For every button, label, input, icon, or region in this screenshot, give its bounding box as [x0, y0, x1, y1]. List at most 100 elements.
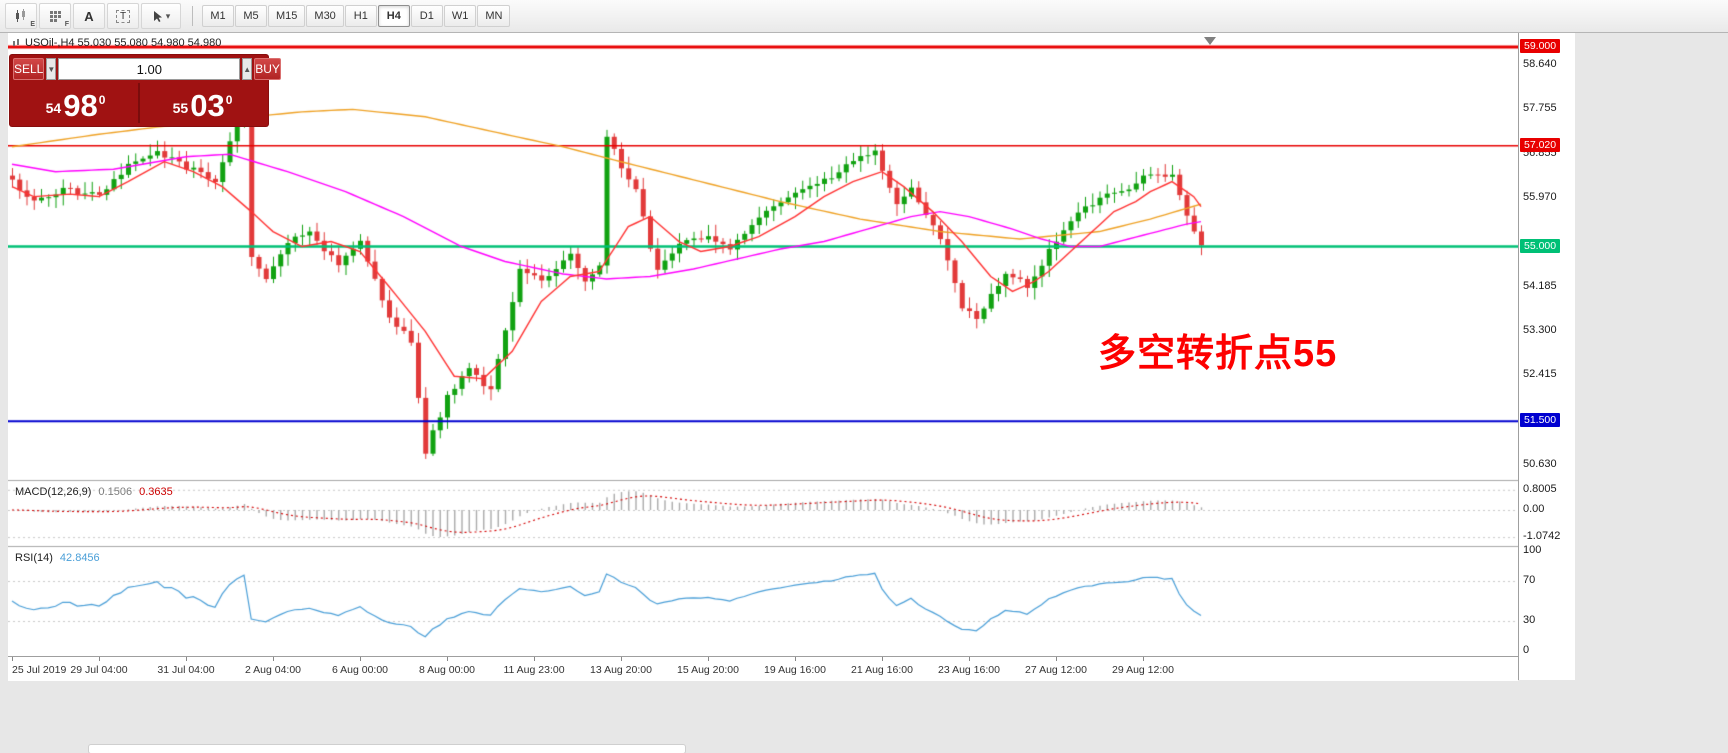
volume-decrease-button[interactable]: ▼ — [46, 58, 57, 80]
text-box-icon[interactable]: T — [107, 3, 139, 29]
price-scale-label: 53.300 — [1523, 324, 1557, 337]
volume-input[interactable] — [58, 58, 241, 80]
time-axis-tick — [99, 657, 100, 661]
sell-price[interactable]: 54 98 0 — [13, 83, 138, 123]
time-axis-tick — [795, 657, 796, 661]
time-axis-tick — [621, 657, 622, 661]
candlestick-glyph — [16, 9, 25, 22]
time-axis-tick — [186, 657, 187, 661]
symbol-icon — [13, 38, 19, 46]
time-axis-label: 25 Jul 2019 — [12, 664, 67, 676]
rsi-scale-label: 100 — [1523, 544, 1542, 556]
timeframe-bar: M1 M5 M15 M30 H1 H4 D1 W1 MN — [202, 5, 511, 27]
price-scale-label: 50.630 — [1523, 457, 1557, 470]
price-scale-label: 54.185 — [1523, 280, 1557, 293]
macd-label: MACD(12,26,9) — [15, 486, 92, 498]
timeframe-w1[interactable]: W1 — [443, 5, 477, 27]
letter-a-glyph: A — [84, 8, 94, 24]
macd-scale-label: 0.00 — [1523, 503, 1545, 515]
price-divider — [138, 83, 140, 123]
timeframe-m15[interactable]: M15 — [268, 5, 306, 27]
price-scale-label: 52.415 — [1523, 368, 1557, 381]
time-axis-label: 29 Aug 12:00 — [1112, 664, 1174, 676]
rsi-label: RSI(14) — [15, 552, 53, 564]
annotation-a-icon[interactable]: A — [73, 3, 105, 29]
price-axis[interactable]: 58.640 57.755 56.855 55.970 54.185 53.300 52.4… — [1518, 33, 1575, 680]
price-chart-canvas[interactable] — [8, 33, 1518, 656]
time-axis-tick — [534, 657, 535, 661]
symbol-ohlc-text: USOil-,H4 55.030 55.080 54.980 54.980 — [25, 37, 222, 49]
buy-price-pips: 03 — [190, 88, 225, 123]
timeframe-h4[interactable]: H4 — [377, 5, 410, 27]
sell-price-int: 54 — [45, 100, 62, 116]
rsi-scale-label: 0 — [1523, 644, 1530, 656]
price-level-badge: 57.020 — [1520, 137, 1561, 152]
time-axis-tick — [882, 657, 883, 661]
timeframe-d1[interactable]: D1 — [410, 5, 443, 27]
time-axis-label: 13 Aug 20:00 — [590, 664, 652, 676]
time-axis-label: 27 Aug 12:00 — [1025, 664, 1087, 676]
price-scale-label: 55.970 — [1523, 191, 1557, 204]
timeframe-m30[interactable]: M30 — [306, 5, 344, 27]
grid-glyph — [49, 10, 61, 22]
rsi-scale-label: 30 — [1523, 614, 1536, 626]
time-axis-label: 23 Aug 16:00 — [938, 664, 1000, 676]
buy-button[interactable]: BUY — [254, 58, 281, 80]
price-scale-label: 57.755 — [1523, 102, 1557, 115]
chevron-down-icon: ▾ — [165, 10, 171, 21]
one-click-trading-panel: SELL ▼ ▲ BUY 54 98 0 55 03 0 — [10, 55, 281, 126]
price-scale-label: 58.640 — [1523, 57, 1557, 70]
time-axis-label: 11 Aug 23:00 — [503, 664, 565, 676]
timeframe-m5[interactable]: M5 — [235, 5, 267, 27]
time-axis-tick — [1056, 657, 1057, 661]
timeframe-m1[interactable]: M1 — [202, 5, 234, 27]
buy-price-frac: 0 — [225, 93, 233, 107]
time-axis-tick — [12, 657, 13, 661]
rsi-scale-label: 70 — [1523, 574, 1536, 586]
candlestick-chart-icon[interactable]: E — [5, 3, 37, 29]
rsi-indicator-title: RSI(14) 42.8456 — [15, 552, 100, 564]
grid-icon[interactable]: F — [39, 3, 71, 29]
macd-signal-value: 0.3635 — [139, 486, 173, 498]
macd-indicator-title: MACD(12,26,9) 0.1506 0.3635 — [15, 486, 173, 498]
chart-text-annotation: 多空转折点55 — [1098, 333, 1338, 375]
macd-scale-label: -1.0742 — [1523, 530, 1561, 543]
time-axis-label: 29 Jul 04:00 — [70, 664, 128, 676]
sell-button[interactable]: SELL — [13, 58, 45, 80]
time-axis-label: 31 Jul 04:00 — [157, 664, 215, 676]
time-axis-tick — [360, 657, 361, 661]
price-level-badge: 51.500 — [1520, 413, 1561, 428]
letter-t-glyph: T — [115, 9, 131, 23]
buy-price[interactable]: 55 03 0 — [140, 83, 265, 123]
icon-badge: F — [64, 21, 69, 28]
time-axis-label: 2 Aug 04:00 — [244, 664, 302, 676]
price-level-badge: 55.000 — [1520, 238, 1561, 253]
buy-price-int: 55 — [172, 100, 189, 116]
price-level-badge: 59.000 — [1520, 38, 1561, 53]
time-axis-tick — [1143, 657, 1144, 661]
symbol-ohlc-line: USOil-,H4 55.030 55.080 54.980 54.980 — [12, 37, 221, 49]
chart-shift-marker[interactable] — [1204, 37, 1216, 45]
timeframe-mn[interactable]: MN — [477, 5, 511, 27]
volume-increase-button[interactable]: ▲ — [242, 58, 253, 80]
cursor-dropdown-icon[interactable]: ▾ — [141, 3, 181, 29]
time-axis[interactable]: 25 Jul 2019 29 Jul 04:00 31 Jul 04:00 2 Aug… — [8, 656, 1518, 681]
timeframe-h1[interactable]: H1 — [344, 5, 377, 27]
time-axis-tick — [969, 657, 970, 661]
time-axis-label: 15 Aug 20:00 — [677, 664, 739, 676]
time-axis-label: 8 Aug 00:00 — [418, 664, 476, 676]
icon-badge: E — [30, 21, 35, 28]
status-strip — [88, 744, 686, 753]
time-axis-tick — [447, 657, 448, 661]
rsi-value: 42.8456 — [59, 552, 100, 564]
macd-main-value: 0.1506 — [98, 486, 133, 498]
time-axis-tick — [273, 657, 274, 661]
time-axis-tick — [708, 657, 709, 661]
time-axis-label: 19 Aug 16:00 — [764, 664, 826, 676]
toolbar: E F A T ▾ M1 M5 M15 M30 H1 H4 D1 W1 MN — [0, 0, 1728, 33]
sell-price-frac: 0 — [98, 93, 106, 107]
sell-price-pips: 98 — [63, 88, 98, 123]
time-axis-label: 6 Aug 00:00 — [331, 664, 389, 676]
toolbar-separator — [192, 6, 193, 26]
